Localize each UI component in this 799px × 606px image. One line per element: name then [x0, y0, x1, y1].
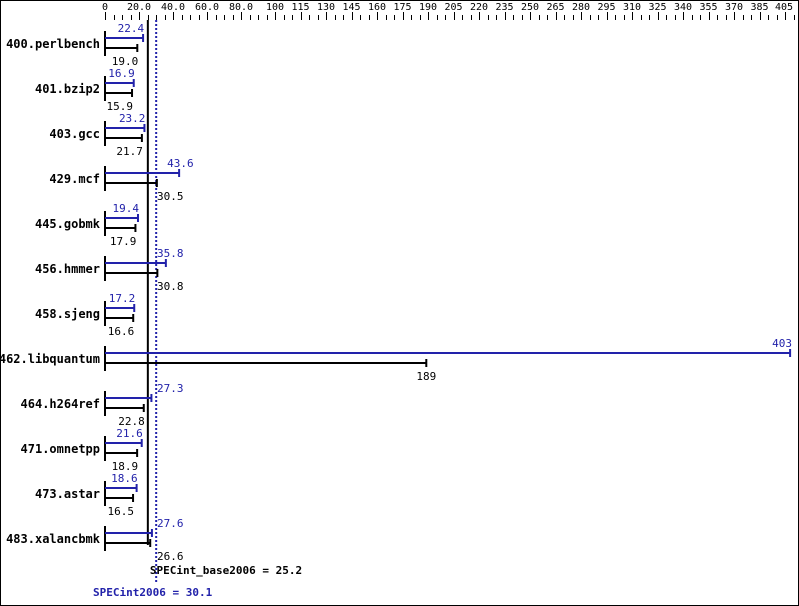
- peak-mean-label: SPECint2006 = 30.1: [93, 586, 213, 599]
- data-label-peak: 17.2: [109, 292, 136, 305]
- data-label-base: 30.8: [157, 280, 184, 293]
- data-label-peak: 19.4: [112, 202, 139, 215]
- data-label-base: 15.9: [107, 100, 134, 113]
- category-label: 401.bzip2: [35, 82, 100, 96]
- x-tick-label: 295: [597, 2, 615, 13]
- x-tick-label: 60.0: [195, 2, 219, 13]
- category-label: 473.astar: [35, 487, 100, 501]
- x-tick-label: 355: [699, 2, 717, 13]
- category-label: 403.gcc: [49, 127, 100, 141]
- x-tick-label: 325: [648, 2, 666, 13]
- x-tick-label: 265: [546, 2, 564, 13]
- category-label: 458.sjeng: [35, 307, 100, 321]
- base-mean-label: SPECint_base2006 = 25.2: [150, 564, 302, 577]
- x-tick-label: 130: [317, 2, 335, 13]
- data-label-peak: 35.8: [157, 247, 184, 260]
- data-label-peak: 403: [772, 337, 792, 350]
- category-label: 462.libquantum: [0, 352, 100, 366]
- data-label-base: 16.5: [108, 505, 135, 518]
- data-label-base: 21.7: [116, 145, 143, 158]
- x-tick-label: 175: [393, 2, 411, 13]
- data-label-peak: 21.6: [116, 427, 143, 440]
- data-label-base: 19.0: [112, 55, 139, 68]
- category-label: 471.omnetpp: [21, 442, 100, 456]
- data-label-base: 22.8: [118, 415, 145, 428]
- x-tick-label: 40.0: [161, 2, 185, 13]
- x-tick-label: 0: [102, 2, 108, 13]
- x-tick-label: 235: [495, 2, 513, 13]
- data-label-base: 16.6: [108, 325, 135, 338]
- data-label-peak: 43.6: [167, 157, 194, 170]
- x-tick-label: 80.0: [229, 2, 253, 13]
- data-label-peak: 16.9: [108, 67, 135, 80]
- x-tick-label: 115: [291, 2, 309, 13]
- x-tick-label: 20.0: [127, 2, 151, 13]
- data-label-base: 189: [416, 370, 436, 383]
- x-tick-label: 250: [521, 2, 539, 13]
- category-label: 456.hmmer: [35, 262, 100, 276]
- x-tick-label: 280: [572, 2, 590, 13]
- x-tick-label: 385: [750, 2, 768, 13]
- category-label: 400.perlbench: [6, 37, 100, 51]
- category-label: 464.h264ref: [21, 397, 100, 411]
- data-label-peak: 23.2: [119, 112, 146, 125]
- x-tick-label: 370: [725, 2, 743, 13]
- data-label-base: 26.6: [157, 550, 184, 563]
- x-tick-label: 205: [444, 2, 462, 13]
- data-label-base: 18.9: [112, 460, 139, 473]
- category-label: 483.xalancbmk: [6, 532, 101, 546]
- category-label: 445.gobmk: [35, 217, 101, 231]
- x-tick-label: 190: [419, 2, 437, 13]
- category-label: 429.mcf: [49, 172, 100, 186]
- x-tick-label: 340: [674, 2, 692, 13]
- data-label-peak: 22.4: [118, 22, 145, 35]
- data-label-peak: 27.6: [157, 517, 184, 530]
- x-tick-label: 220: [470, 2, 488, 13]
- data-label-base: 17.9: [110, 235, 137, 248]
- x-tick-label: 310: [623, 2, 641, 13]
- data-label-peak: 27.3: [157, 382, 184, 395]
- x-tick-label: 405: [775, 2, 793, 13]
- data-label-peak: 18.6: [111, 472, 138, 485]
- x-tick-label: 145: [342, 2, 360, 13]
- data-label-base: 30.5: [157, 190, 184, 203]
- x-tick-label: 100: [266, 2, 284, 13]
- x-tick-label: 160: [368, 2, 386, 13]
